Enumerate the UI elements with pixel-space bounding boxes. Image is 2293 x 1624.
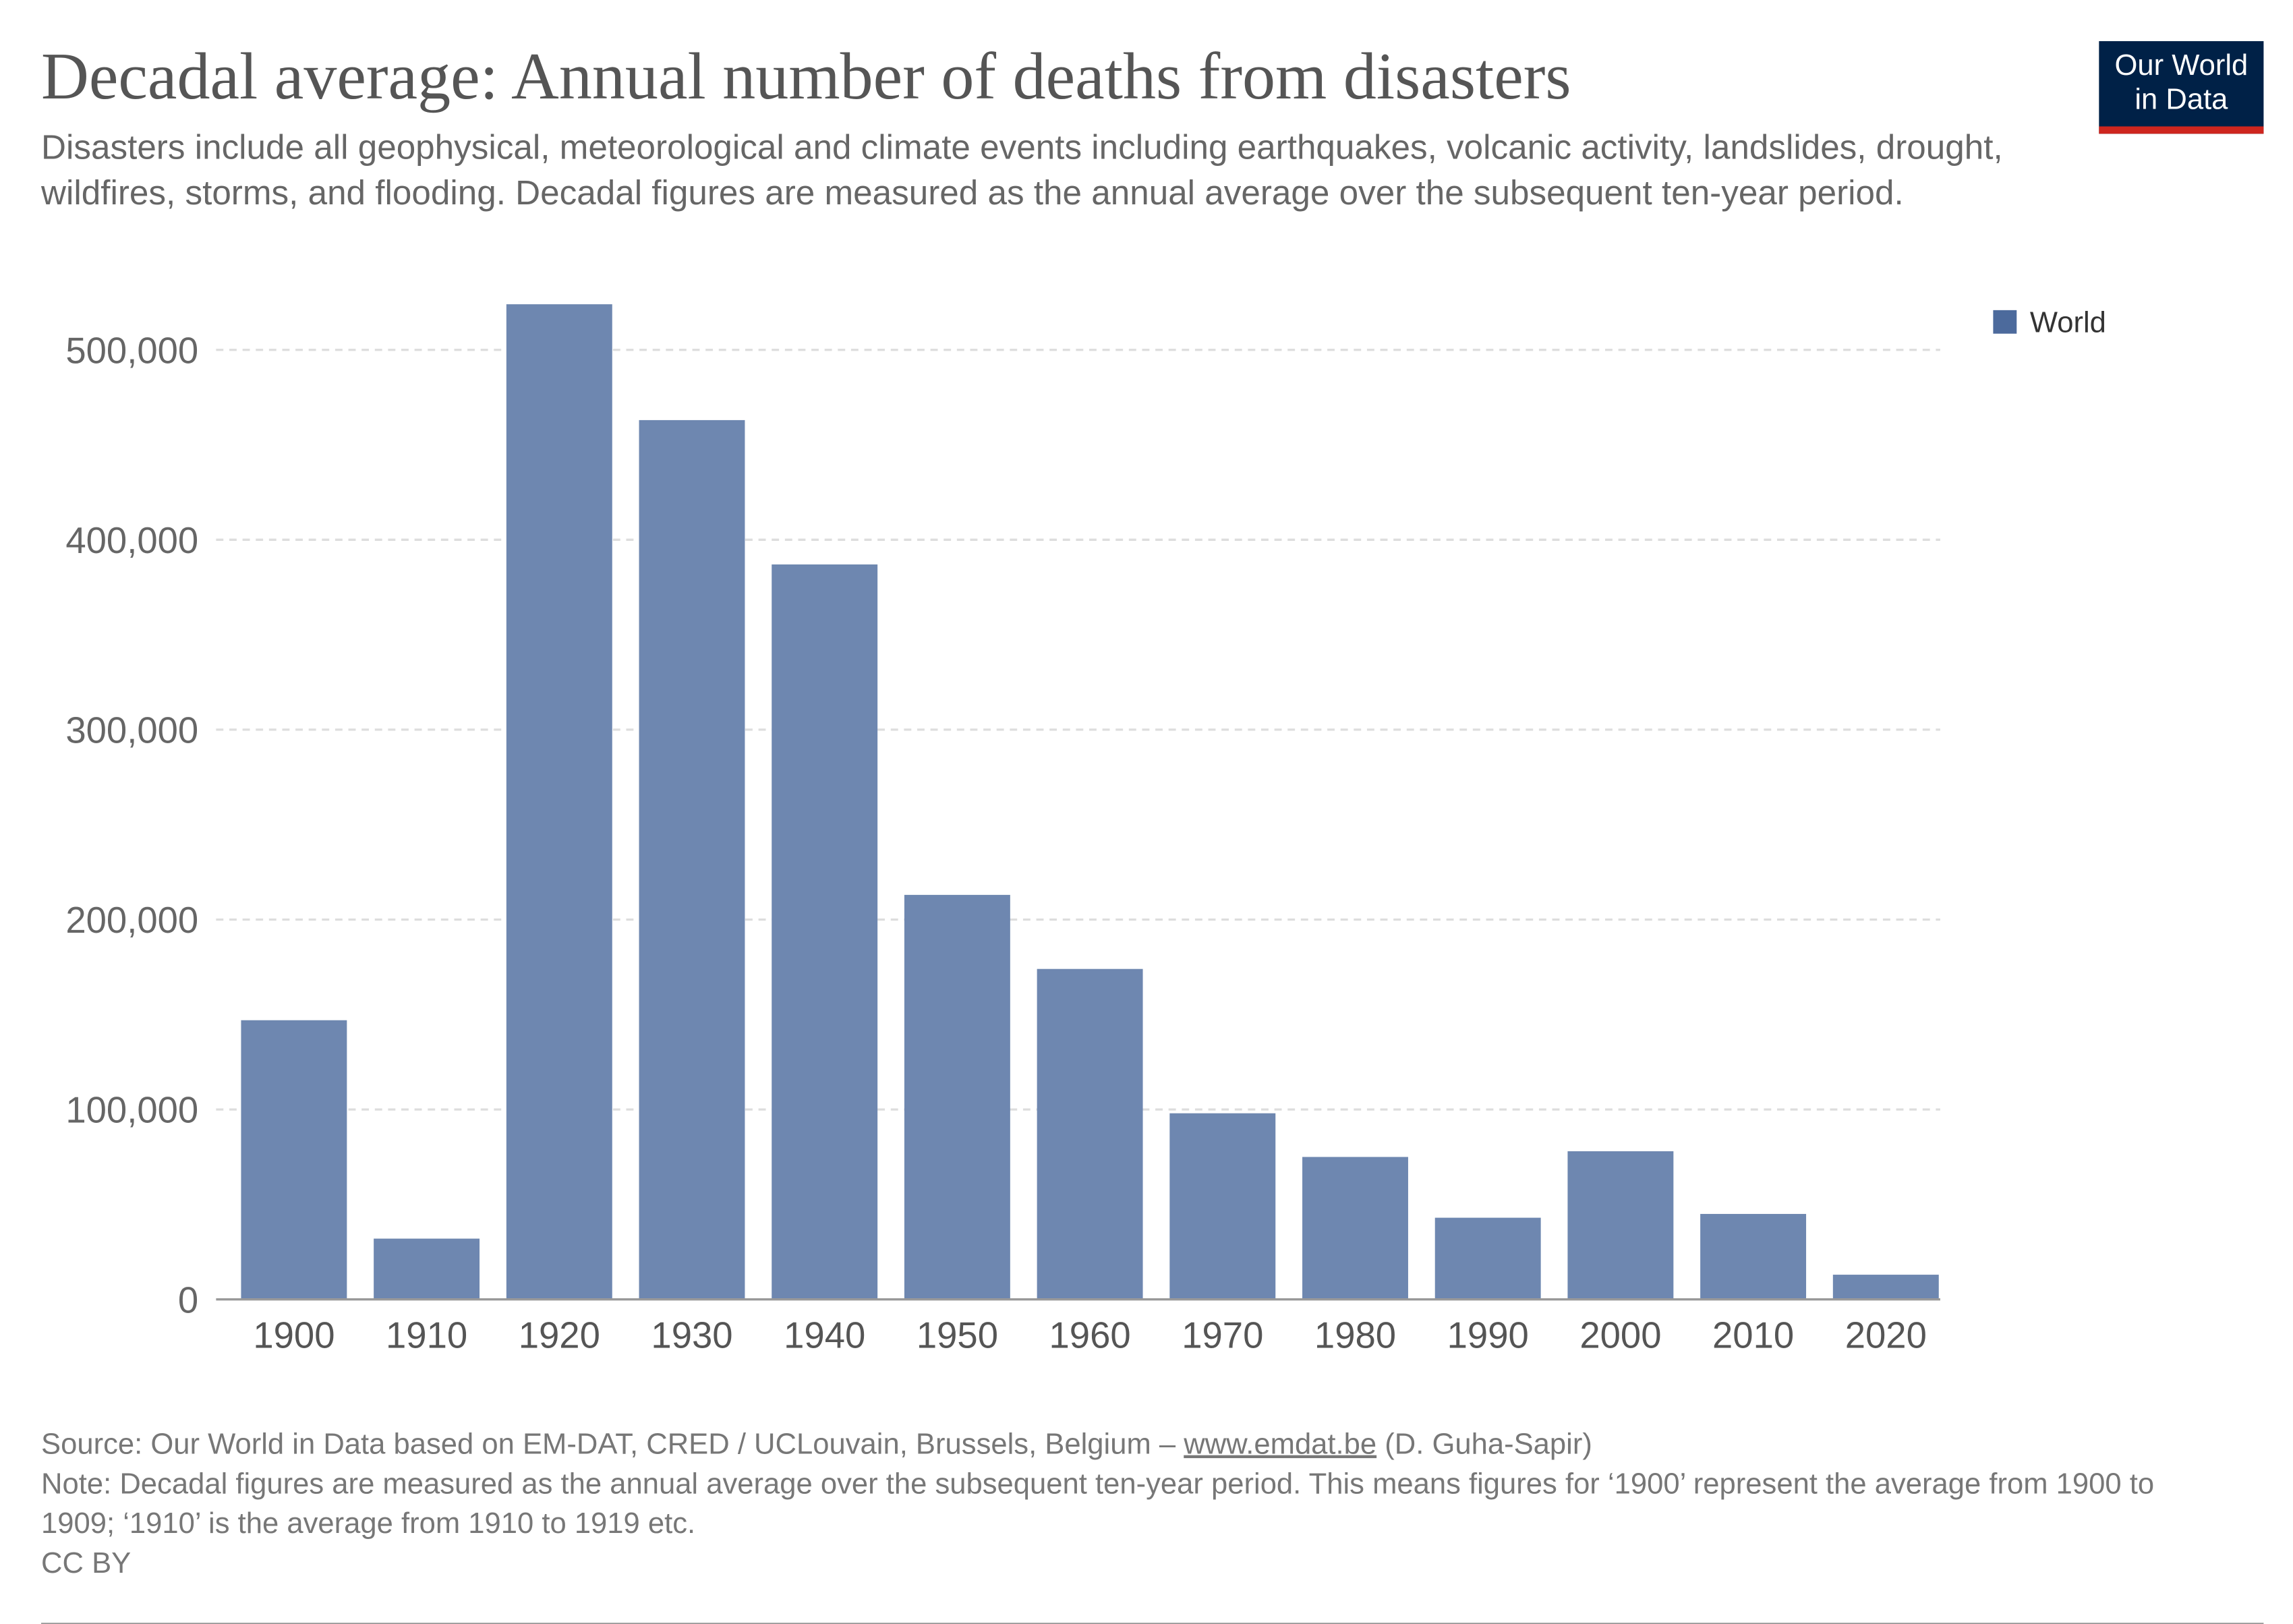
- legend[interactable]: World: [1993, 307, 2106, 339]
- source-suffix: (D. Guha-Sapir): [1376, 1428, 1592, 1461]
- source-line: Source: Our World in Data based on EM-DA…: [41, 1426, 2217, 1466]
- chart-subtitle: Disasters include all geophysical, meteo…: [41, 127, 2003, 212]
- bars: [241, 304, 1939, 1300]
- owid-logo[interactable]: Our World in Data: [2099, 41, 2264, 134]
- bar-1960[interactable]: [1037, 968, 1143, 1300]
- x-tick-label: 2020: [1845, 1315, 1927, 1356]
- y-tick-label: 200,000: [65, 900, 198, 941]
- x-tick-label: 1900: [253, 1315, 335, 1356]
- x-tick-label: 1950: [917, 1315, 998, 1356]
- y-tick-label: 0: [178, 1279, 198, 1321]
- license[interactable]: CC BY: [41, 1548, 132, 1580]
- note: Note: Decadal figures are measured as th…: [41, 1468, 2155, 1541]
- x-tick-label: 2010: [1712, 1315, 1794, 1356]
- logo-line-2: in Data: [2135, 84, 2228, 117]
- y-tick-label: 300,000: [65, 710, 198, 751]
- bar-1990[interactable]: [1434, 1217, 1541, 1300]
- source-link[interactable]: www.emdat.be: [1184, 1428, 1377, 1461]
- bar-1930[interactable]: [639, 419, 745, 1300]
- y-tick-label: 500,000: [65, 330, 198, 371]
- x-tick-label: 1910: [386, 1315, 467, 1356]
- y-tick-label: 400,000: [65, 520, 198, 561]
- x-tick-label: 1930: [651, 1315, 732, 1356]
- x-tick-label: 1970: [1182, 1315, 1263, 1356]
- bar-2020[interactable]: [1832, 1275, 1939, 1300]
- y-tick-label: 100,000: [65, 1090, 198, 1131]
- footer: Source: Our World in Data based on EM-DA…: [41, 1426, 2217, 1584]
- source-text: Source: Our World in Data based on EM-DA…: [41, 1428, 1184, 1461]
- bar-1980[interactable]: [1302, 1157, 1408, 1300]
- bar-2000[interactable]: [1567, 1151, 1674, 1300]
- legend-label-world: World: [2030, 307, 2106, 339]
- bar-1900[interactable]: [241, 1020, 347, 1300]
- x-tick-label: 1980: [1314, 1315, 1396, 1356]
- bar-1940[interactable]: [772, 564, 878, 1300]
- x-axis-ticks: 1900 1910 1920 1930 1940 1950 1960 1970 1980 1990…: [253, 1315, 1927, 1356]
- bar-chart: 0 100,000 200,000 300,000 400,000 500,000 190…: [65, 304, 2106, 1356]
- y-axis-ticks: 0 100,000 200,000 300,000 400,000 500,000: [65, 330, 198, 1321]
- bar-1920[interactable]: [506, 304, 612, 1300]
- x-tick-label: 1960: [1049, 1315, 1131, 1356]
- bar-2010[interactable]: [1700, 1213, 1807, 1300]
- x-tick-label: 2000: [1579, 1315, 1661, 1356]
- x-tick-label: 1990: [1447, 1315, 1529, 1356]
- chart-title: Decadal average: Annual number of deaths…: [41, 39, 1571, 113]
- bar-1970[interactable]: [1169, 1113, 1276, 1300]
- x-tick-label: 1940: [784, 1315, 865, 1356]
- x-tick-label: 1920: [519, 1315, 600, 1356]
- bar-1950[interactable]: [904, 894, 1010, 1300]
- bar-1910[interactable]: [374, 1238, 480, 1300]
- logo-line-1: Our World: [2114, 50, 2248, 83]
- legend-swatch-world: [1993, 310, 2017, 334]
